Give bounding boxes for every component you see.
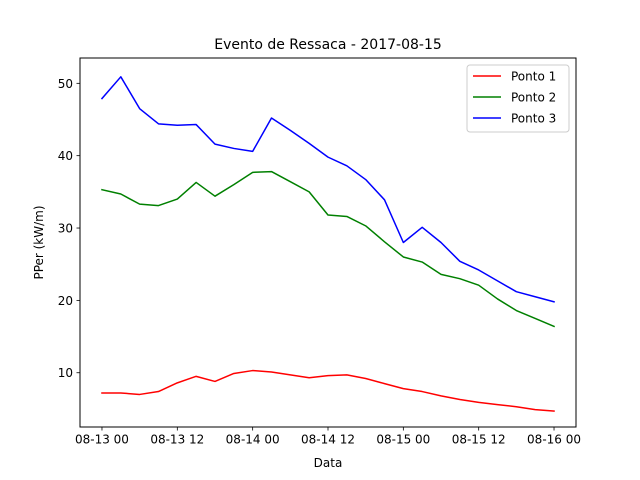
y-tick-label: 40 (58, 149, 73, 163)
legend-box (466, 64, 570, 133)
x-tick-label: 08-15 12 (452, 433, 506, 447)
series-line-3 (100, 76, 555, 303)
x-tick-label: 08-14 12 (301, 433, 355, 447)
chart-title: Evento de Ressaca - 2017-08-15 (214, 37, 442, 53)
x-tick-label: 08-13 12 (150, 433, 204, 447)
y-tick-label: 10 (58, 366, 73, 380)
x-tick-label: 08-13 00 (75, 433, 129, 447)
legend-label-3: Ponto 3 (511, 112, 556, 126)
y-tick-label: 20 (58, 294, 73, 308)
x-axis-label: Data (314, 456, 343, 470)
legend: Ponto 1 Ponto 2 Ponto 3 (466, 64, 570, 133)
series-line-1 (101, 369, 555, 412)
y-tick-label: 30 (58, 222, 73, 236)
legend-label-1: Ponto 1 (511, 70, 556, 84)
x-tick-label: 08-16 00 (527, 433, 581, 447)
plot-area (100, 76, 556, 412)
y-axis-label: PPer (kW/m) (32, 205, 46, 279)
x-axis: 08-13 00 08-13 12 08-14 00 08-14 12 08-15 00… (75, 427, 581, 447)
y-axis: 10 20 30 40 50 (58, 77, 80, 380)
legend-label-2: Ponto 2 (511, 91, 556, 105)
series-line-2 (101, 170, 556, 328)
y-tick-label: 50 (58, 77, 73, 91)
x-tick-label: 08-14 00 (226, 433, 280, 447)
x-tick-label: 08-15 00 (376, 433, 430, 447)
